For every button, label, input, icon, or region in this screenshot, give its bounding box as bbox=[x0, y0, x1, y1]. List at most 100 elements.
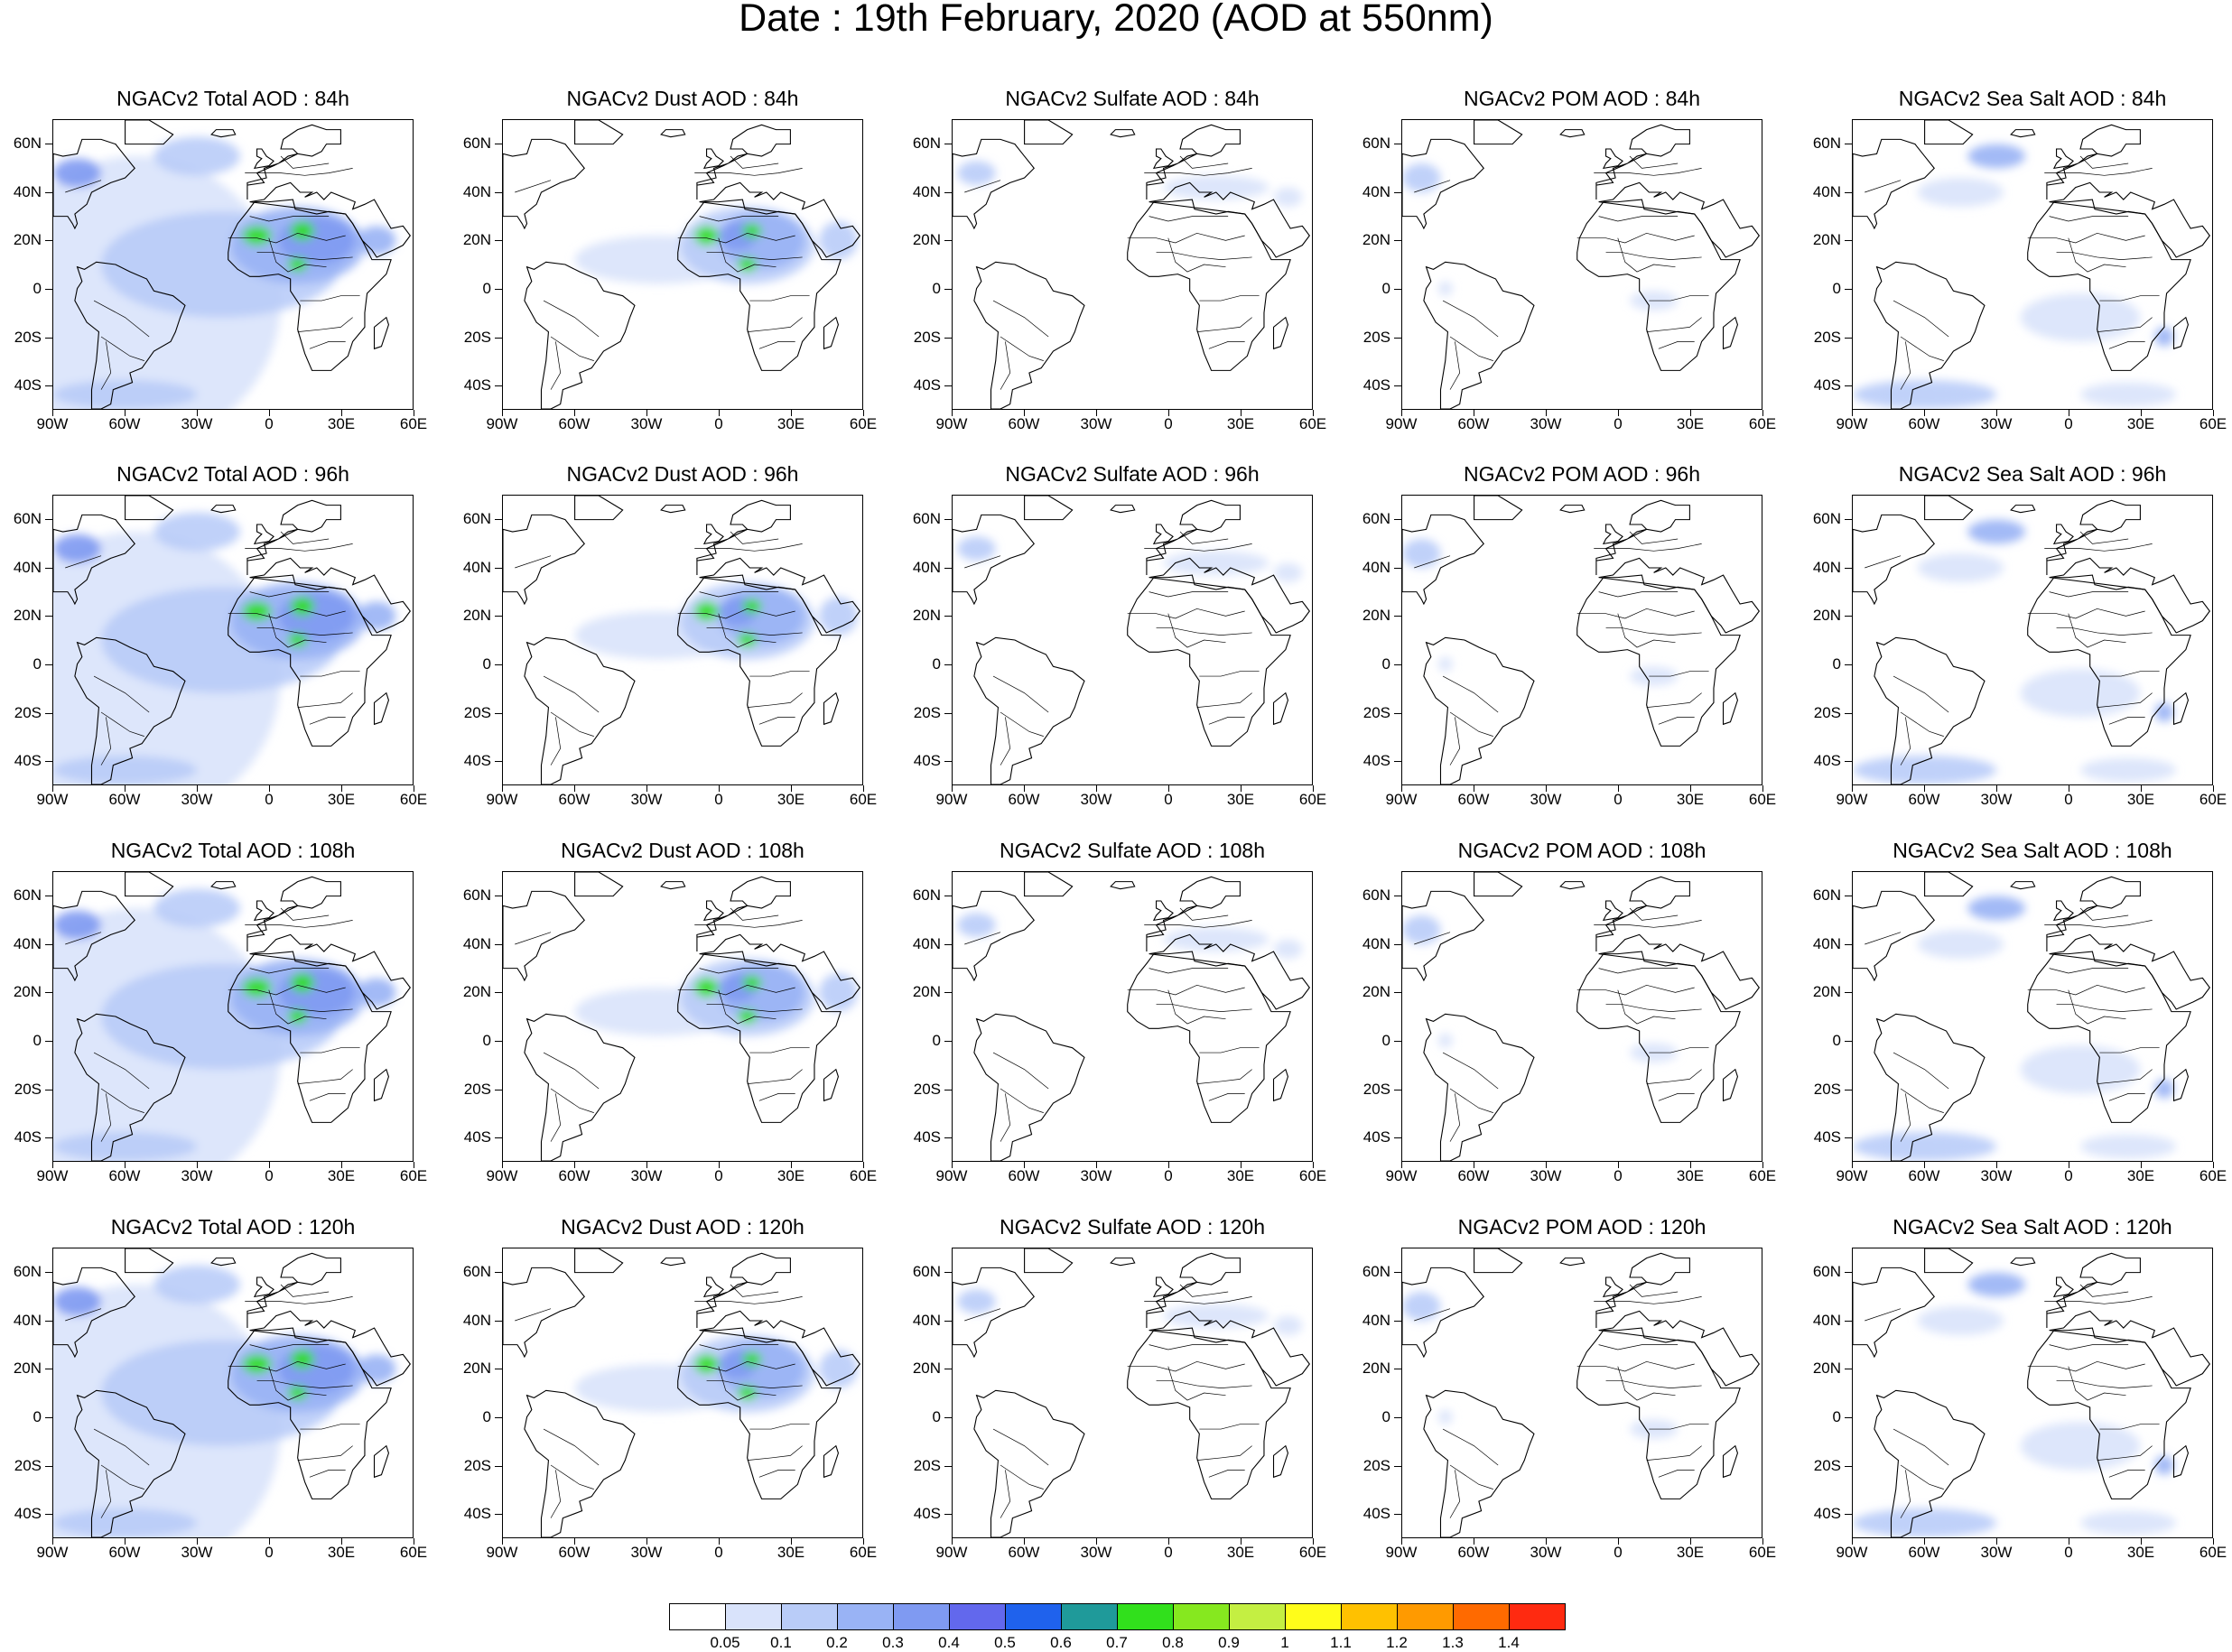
coastline bbox=[1146, 1252, 1241, 1329]
coastline bbox=[2049, 1310, 2210, 1387]
aod-map-svg bbox=[53, 872, 411, 1161]
colorbar-swatch bbox=[725, 1603, 783, 1630]
country-border bbox=[1000, 1093, 1011, 1142]
country-border bbox=[2079, 531, 2129, 544]
lat-tick bbox=[45, 943, 52, 945]
lon-tick bbox=[502, 1162, 503, 1168]
coastline bbox=[125, 120, 174, 145]
aod-map-svg bbox=[1853, 120, 2210, 409]
coastline bbox=[74, 636, 186, 784]
coastline bbox=[1024, 496, 1074, 521]
lon-tick bbox=[574, 785, 575, 792]
coastline bbox=[1402, 890, 1484, 982]
aod-field bbox=[1402, 1292, 1679, 1439]
lat-label: 0 bbox=[482, 654, 491, 673]
aod-plume bbox=[288, 633, 308, 647]
lon-tick bbox=[269, 1538, 270, 1545]
aod-plume bbox=[278, 1344, 356, 1393]
lon-tick bbox=[2213, 1162, 2214, 1168]
country-border bbox=[228, 608, 346, 619]
country-border bbox=[268, 989, 327, 1025]
coastline bbox=[660, 1258, 686, 1267]
lat-tick bbox=[1845, 943, 1852, 945]
lat-label: 40N bbox=[462, 182, 491, 200]
country-border bbox=[2097, 1445, 2153, 1461]
lat-tick bbox=[45, 240, 52, 242]
country-border bbox=[1629, 155, 1679, 169]
coastline bbox=[1474, 1248, 1523, 1274]
coastline bbox=[1874, 1389, 1986, 1537]
lat-tick bbox=[1394, 1514, 1401, 1516]
lat-tick bbox=[495, 664, 502, 665]
coastline bbox=[1272, 1444, 1289, 1479]
country-border bbox=[1414, 1308, 1451, 1322]
lon-tick bbox=[719, 1538, 720, 1545]
lon-tick bbox=[1618, 1162, 1619, 1168]
lat-label: 20S bbox=[463, 1456, 491, 1474]
aod-plume bbox=[957, 1289, 996, 1313]
lat-label: 40N bbox=[1362, 558, 1390, 576]
lat-label: 20N bbox=[1362, 231, 1390, 249]
coastline bbox=[253, 900, 274, 922]
country-border bbox=[249, 591, 330, 598]
coastline bbox=[1152, 900, 1174, 922]
lat-label: 40S bbox=[1813, 1505, 1841, 1523]
coastline bbox=[973, 636, 1085, 784]
lat-label: 20N bbox=[912, 231, 941, 249]
country-border bbox=[1576, 1360, 1695, 1372]
lat-tick bbox=[1394, 1416, 1401, 1418]
coastline bbox=[1272, 316, 1289, 350]
lat-label: 40N bbox=[462, 1311, 491, 1329]
lon-label: 60W bbox=[1457, 415, 1490, 432]
aod-plume bbox=[1853, 756, 1997, 784]
lon-label: 30E bbox=[777, 1167, 805, 1184]
coastline bbox=[1423, 1389, 1535, 1537]
lon-tick bbox=[1096, 410, 1097, 416]
aod-plume bbox=[2154, 1079, 2174, 1099]
lon-label: 30E bbox=[1676, 1544, 1705, 1561]
lat-label: 20S bbox=[14, 703, 42, 721]
aod-plume bbox=[2154, 702, 2174, 722]
coastline bbox=[699, 557, 860, 634]
coastline bbox=[1602, 148, 1623, 170]
lat-tick bbox=[1845, 518, 1852, 520]
coastline bbox=[1595, 124, 1690, 200]
country-border bbox=[280, 531, 330, 544]
coastline bbox=[1559, 129, 1586, 138]
lon-label: 90W bbox=[935, 415, 968, 432]
aod-plume bbox=[2080, 757, 2177, 783]
map-panel: NGACv2 Sulfate AOD : 96h 60N 40N 20N 0 20S 40S… bbox=[899, 462, 1326, 823]
country-border bbox=[1649, 671, 1709, 677]
lat-label: 40N bbox=[912, 1311, 941, 1329]
lon-tick bbox=[2141, 410, 2142, 416]
country-border bbox=[2049, 591, 2129, 598]
country-border bbox=[1000, 341, 1011, 390]
lat-tick bbox=[1845, 191, 1852, 193]
aod-plume bbox=[742, 223, 762, 238]
country-border bbox=[1127, 984, 1245, 996]
lon-label: 30W bbox=[1530, 1544, 1562, 1561]
lon-tick bbox=[502, 785, 503, 792]
lon-tick bbox=[1618, 1538, 1619, 1545]
lon-label: 0 bbox=[1614, 415, 1623, 432]
country-border bbox=[280, 907, 330, 921]
country-border bbox=[1144, 920, 1252, 928]
lat-tick bbox=[1845, 1416, 1852, 1418]
lon-tick bbox=[791, 1538, 792, 1545]
aod-plume bbox=[53, 1508, 198, 1537]
country-border bbox=[2068, 989, 2126, 1025]
lon-label: 0 bbox=[1164, 791, 1173, 808]
coastline bbox=[249, 557, 411, 634]
country-border bbox=[1865, 180, 1902, 193]
lat-tick bbox=[944, 518, 952, 520]
lon-label: 90W bbox=[1836, 1167, 1868, 1184]
lon-tick bbox=[1924, 1538, 1925, 1545]
lon-label: 30W bbox=[1080, 415, 1112, 432]
country-border bbox=[1149, 1344, 1229, 1350]
lat-label: 40N bbox=[13, 558, 42, 576]
panel-title: NGACv2 Sea Salt AOD : 84h bbox=[1898, 87, 2167, 110]
aod-map bbox=[52, 495, 414, 785]
aod-plume bbox=[742, 975, 762, 990]
country-border bbox=[964, 932, 1001, 945]
country-border bbox=[1196, 317, 1252, 332]
